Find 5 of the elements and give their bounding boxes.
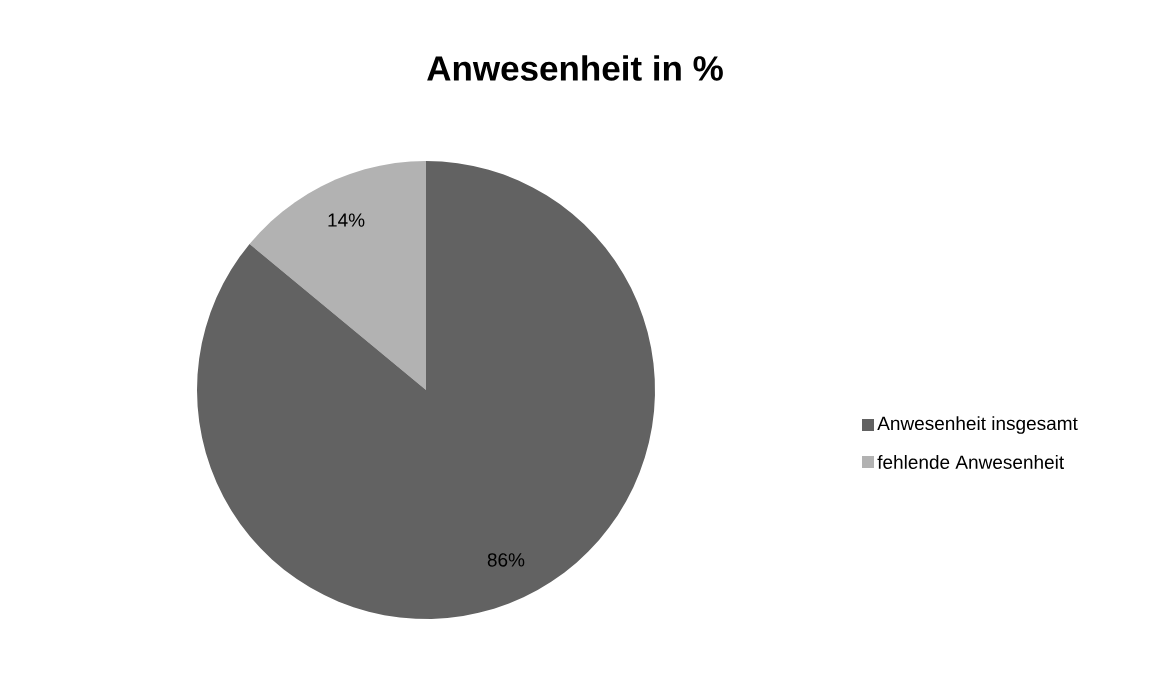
- data-label: 86%: [487, 553, 525, 567]
- data-label: 14%: [328, 213, 365, 227]
- chart-title: Anwesenheit in %: [427, 55, 723, 81]
- legend-label: fehlende Anwesenheit: [877, 455, 1064, 469]
- legend-label: Anwesenheit insgesamt: [877, 416, 1078, 434]
